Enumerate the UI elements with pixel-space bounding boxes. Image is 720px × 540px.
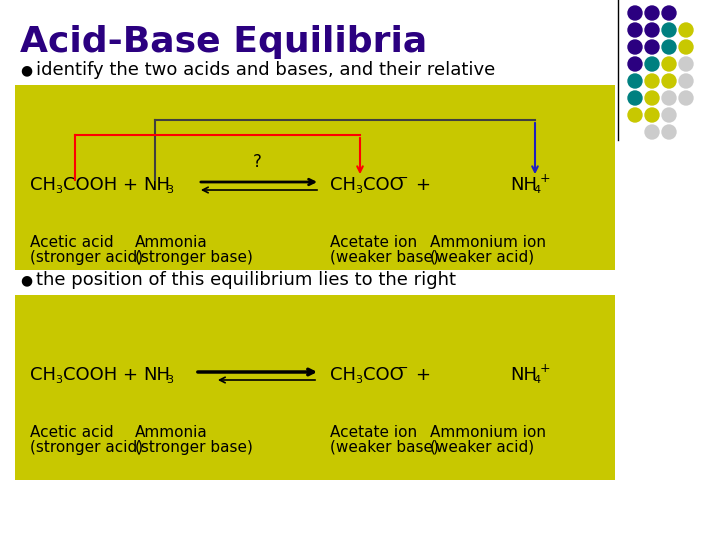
Text: CH: CH [30, 176, 56, 194]
Text: +: + [415, 366, 430, 384]
Text: Ammonia: Ammonia [135, 425, 208, 440]
Circle shape [645, 125, 659, 139]
Text: 3: 3 [55, 375, 62, 385]
Circle shape [645, 40, 659, 54]
Circle shape [628, 40, 642, 54]
Text: Acetate ion: Acetate ion [330, 425, 417, 440]
Text: 3: 3 [55, 185, 62, 195]
Text: Ammonia: Ammonia [135, 235, 208, 250]
Circle shape [662, 108, 676, 122]
Text: −: − [398, 361, 408, 375]
Text: +: + [540, 172, 551, 185]
Circle shape [628, 108, 642, 122]
Text: Ammonium ion: Ammonium ion [430, 235, 546, 250]
Text: Ammonium ion: Ammonium ion [430, 425, 546, 440]
Text: identify the two acids and bases, and their relative: identify the two acids and bases, and th… [36, 61, 495, 79]
Text: (stronger acid): (stronger acid) [30, 250, 143, 265]
Circle shape [662, 125, 676, 139]
Text: +: + [415, 176, 430, 194]
Text: +: + [122, 366, 137, 384]
Circle shape [662, 57, 676, 71]
Text: CH: CH [330, 366, 356, 384]
Text: −: − [398, 172, 408, 185]
Text: ●: ● [20, 63, 32, 77]
Text: Acid-Base Equilibria: Acid-Base Equilibria [20, 25, 427, 59]
Circle shape [662, 23, 676, 37]
Circle shape [679, 91, 693, 105]
Text: CH: CH [30, 366, 56, 384]
Text: 3: 3 [355, 185, 362, 195]
Text: CH: CH [330, 176, 356, 194]
Text: (weaker acid): (weaker acid) [430, 440, 534, 455]
Circle shape [679, 23, 693, 37]
Text: (weaker base): (weaker base) [330, 250, 439, 265]
Text: Acetate ion: Acetate ion [330, 235, 417, 250]
Bar [15, 295, 615, 480]
Circle shape [662, 74, 676, 88]
Circle shape [679, 57, 693, 71]
Text: NH: NH [510, 176, 537, 194]
Circle shape [628, 74, 642, 88]
Text: COOH: COOH [63, 366, 117, 384]
Circle shape [628, 23, 642, 37]
Circle shape [662, 91, 676, 105]
Text: the position of this equilibrium lies to the right: the position of this equilibrium lies to… [36, 271, 456, 289]
Text: ?: ? [253, 153, 261, 171]
Text: NH: NH [143, 366, 170, 384]
Text: (weaker base): (weaker base) [330, 440, 439, 455]
Text: 3: 3 [166, 375, 173, 385]
Text: 4: 4 [533, 375, 540, 385]
Text: (weaker acid): (weaker acid) [430, 250, 534, 265]
Circle shape [628, 91, 642, 105]
Text: (stronger base): (stronger base) [135, 440, 253, 455]
Text: Acetic acid: Acetic acid [30, 235, 114, 250]
Text: +: + [540, 361, 551, 375]
Circle shape [662, 40, 676, 54]
Bar [15, 85, 615, 270]
Circle shape [679, 74, 693, 88]
Text: ●: ● [20, 273, 32, 287]
Text: (stronger acid): (stronger acid) [30, 440, 143, 455]
Text: COOH: COOH [63, 176, 117, 194]
Circle shape [645, 74, 659, 88]
Text: NH: NH [143, 176, 170, 194]
Circle shape [628, 6, 642, 20]
Text: +: + [122, 176, 137, 194]
Text: COO: COO [363, 366, 404, 384]
Text: 3: 3 [355, 375, 362, 385]
Circle shape [662, 6, 676, 20]
Text: 3: 3 [166, 185, 173, 195]
Circle shape [645, 57, 659, 71]
Text: Acetic acid: Acetic acid [30, 425, 114, 440]
Circle shape [645, 23, 659, 37]
Circle shape [645, 91, 659, 105]
Circle shape [645, 6, 659, 20]
Text: COO: COO [363, 176, 404, 194]
Text: NH: NH [510, 366, 537, 384]
Circle shape [679, 40, 693, 54]
Circle shape [645, 108, 659, 122]
Text: (stronger base): (stronger base) [135, 250, 253, 265]
Text: 4: 4 [533, 185, 540, 195]
Circle shape [628, 57, 642, 71]
